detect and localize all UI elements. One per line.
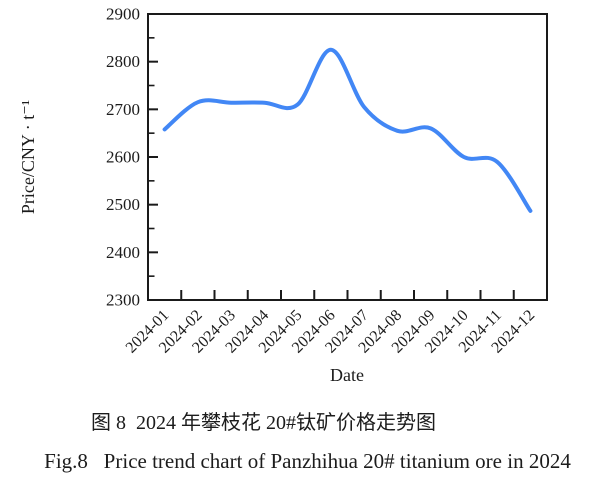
price-trend-chart: Price/CNY · t⁻¹ Date 2300 2400 2500 2600 270… [18,5,548,385]
caption-chinese: 图 8 2024 年攀枝花 20#钛矿价格走势图 [91,412,436,434]
price-line [162,47,533,213]
y-tick-label: 2400 [106,243,140,262]
plot-frame [147,13,548,301]
chart-generated-layer: 23002400250026002700280029002024-012024-… [106,5,538,357]
caption-english: Fig.8 Price trend chart of Panzhihua 20#… [44,449,571,473]
y-tick-label: 2500 [106,195,140,214]
y-tick-label: 2300 [106,291,140,310]
y-tick-label: 2700 [106,100,140,119]
y-tick-label: 2600 [106,148,140,167]
x-axis-label: Date [330,365,364,385]
y-tick-label: 2900 [106,5,140,24]
y-axis-label: Price/CNY · t⁻¹ [18,100,38,214]
y-tick-label: 2800 [106,52,140,71]
